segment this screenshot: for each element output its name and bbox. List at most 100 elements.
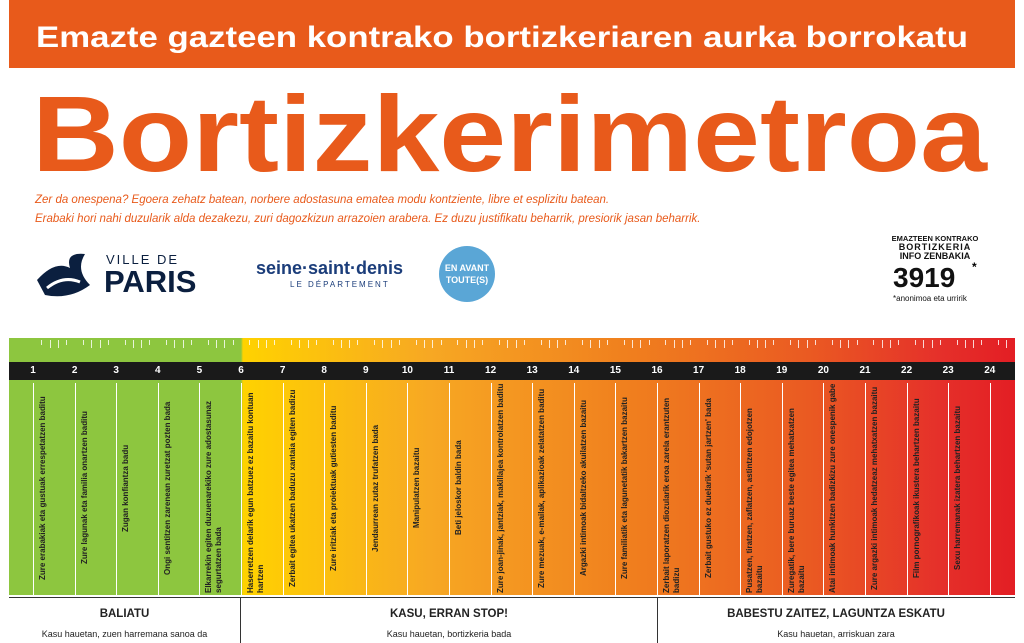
ruler-number: 22 xyxy=(901,365,913,376)
ruler-tick xyxy=(964,340,966,348)
situation-text: Ongi sentitzen zarenean zuretzat pozten … xyxy=(162,401,172,575)
situation-text: Film pornografikoak ikustera behartzen b… xyxy=(911,398,921,578)
ruler-tick xyxy=(57,340,59,348)
ruler-number: 20 xyxy=(817,365,829,376)
ruler-number: 23 xyxy=(942,365,954,376)
column-divider xyxy=(865,383,866,595)
ruler-number: 11 xyxy=(443,365,455,376)
ruler-tick xyxy=(607,340,609,345)
column-divider xyxy=(490,383,492,595)
ruler-number: 5 xyxy=(196,365,203,376)
logo-text: TOUTE(S) xyxy=(445,275,489,285)
logo-text: PARIS xyxy=(104,264,197,299)
ruler-number: 9 xyxy=(363,365,369,376)
info-text: INFO ZENBAKIA xyxy=(899,251,971,261)
ruler-tick xyxy=(706,340,708,345)
ruler-tick xyxy=(690,340,692,345)
ruler-tick xyxy=(623,340,625,345)
situation-text: Haserretzen delarik egun batzuez ez baza… xyxy=(246,392,265,594)
ruler-tick xyxy=(582,340,584,345)
ruler-tick xyxy=(440,340,442,345)
ruler-band xyxy=(9,338,1015,595)
column-divider xyxy=(657,383,658,595)
ruler-tick xyxy=(390,340,392,348)
number-strip xyxy=(9,362,1015,380)
ruler-tick xyxy=(141,340,143,348)
ruler-tick xyxy=(681,340,683,348)
ruler-tick xyxy=(748,340,750,345)
avant-logo: EN AVANT TOUTE(S) xyxy=(439,246,495,302)
column-divider xyxy=(615,383,617,595)
column-divider xyxy=(324,383,326,595)
ruler-tick xyxy=(332,340,334,345)
situation-text: Pusatzen, tiratzen, zaflatzen, astintzen… xyxy=(745,408,765,593)
ruler-tick xyxy=(873,340,875,345)
ruler-tick xyxy=(898,340,900,345)
column-divider xyxy=(740,383,742,595)
situation-text: Elkarrekin egiten duzuenarekiko zure ado… xyxy=(204,400,224,593)
ruler-number: 1 xyxy=(30,365,36,376)
situation-text: Zure joan-jinak, jantziak, makillajea ko… xyxy=(495,383,505,593)
column-divider xyxy=(823,383,825,595)
ruler-tick xyxy=(731,340,733,345)
ruler-tick xyxy=(216,340,218,348)
logo-text: EN AVANT xyxy=(444,263,490,273)
zone-rule xyxy=(9,597,1015,598)
paris-logo-icon xyxy=(37,253,90,297)
column-divider xyxy=(573,383,575,595)
info-star: * xyxy=(972,260,977,274)
info-text: BORTIZKERIA xyxy=(898,242,972,252)
ruler-tick xyxy=(973,340,975,348)
column-divider xyxy=(116,383,118,595)
ruler-tick xyxy=(923,340,925,348)
ruler-tick xyxy=(374,340,376,345)
ruler-tick xyxy=(91,340,93,348)
column-divider xyxy=(449,383,450,595)
ruler-tick xyxy=(840,340,842,348)
info-box: EMAZTEEN KONTRAKO BORTIZKERIA INFO ZENBA… xyxy=(880,234,990,261)
situation-text: Argazki intimoak bidaltzeko akuilatzen b… xyxy=(578,399,588,577)
ruler-tick xyxy=(815,340,817,345)
ruler-tick xyxy=(41,340,43,345)
column-divider xyxy=(989,383,991,595)
ruler-tick xyxy=(565,340,567,345)
ruler-tick xyxy=(457,340,459,345)
ruler-tick xyxy=(66,340,68,345)
ruler-tick xyxy=(939,340,941,345)
situation-text: Zure erabakiak eta gustuak errespetatzen… xyxy=(38,396,47,580)
ruler-tick xyxy=(831,340,833,345)
ruler-tick xyxy=(249,340,251,345)
ruler-tick xyxy=(723,340,725,348)
ruler-tick xyxy=(557,340,559,348)
ruler-number: 17 xyxy=(693,365,705,376)
column-divider xyxy=(33,383,34,595)
ruler-tick xyxy=(99,340,101,348)
zone-title: BABESTU ZAITEZ, LAGUNTZA ESKATU xyxy=(727,608,945,620)
logo-text: LE DÉPARTEMENT xyxy=(290,280,390,289)
column-divider xyxy=(74,383,76,595)
column-divider xyxy=(532,383,534,595)
ruler-tick xyxy=(465,340,467,348)
ruler-number: 15 xyxy=(609,365,621,376)
ruler-tick xyxy=(756,340,758,348)
ruler-tick xyxy=(806,340,808,348)
ruler-tick xyxy=(224,340,226,348)
ruler-tick xyxy=(548,340,550,348)
ruler-tick xyxy=(107,340,109,345)
ruler-tick xyxy=(998,340,1000,345)
ruler-tick xyxy=(382,340,384,348)
situation-text: Manipulatzen bazaitu xyxy=(412,447,422,529)
ruler-tick xyxy=(473,340,475,348)
ruler-tick xyxy=(274,340,276,345)
ruler-tick xyxy=(881,340,883,348)
ruler-tick xyxy=(856,340,858,345)
ruler-number: 10 xyxy=(401,365,413,376)
ruler-tick xyxy=(981,340,983,345)
ruler-tick xyxy=(166,340,168,345)
ruler-tick xyxy=(773,340,775,345)
situation-text: Zerbait laporatzen diozularik eroa zarel… xyxy=(662,397,681,593)
ruler-number: 18 xyxy=(734,365,746,376)
ruler-tick xyxy=(349,340,351,348)
